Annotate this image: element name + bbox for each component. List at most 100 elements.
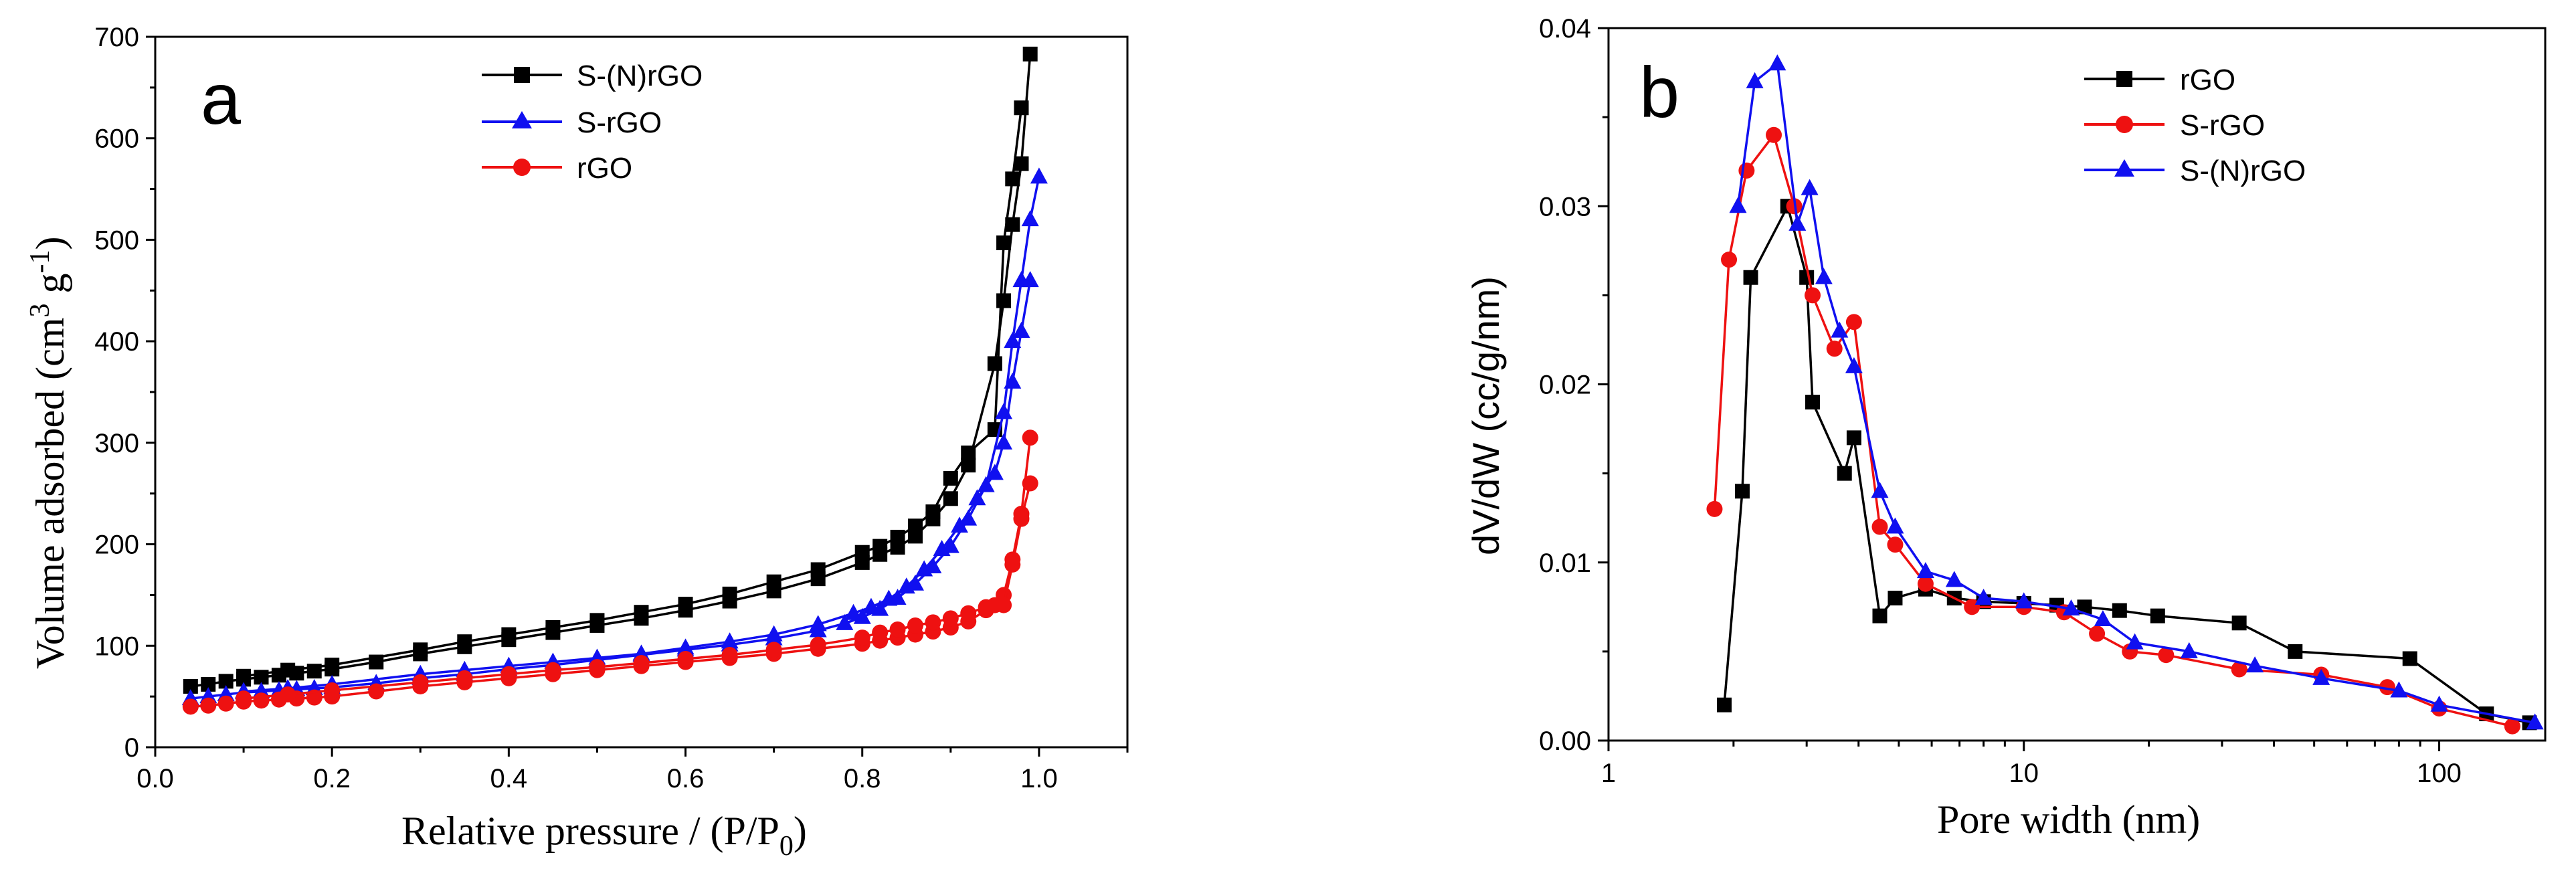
chart-a-y-axis-label: Volume adsorbed (cm3 g-1) — [25, 237, 72, 669]
legend-marker-square — [514, 67, 530, 83]
data-point — [1013, 510, 1030, 527]
chart-a-ylabel-main: Volume adsorbed (cm — [28, 318, 72, 669]
series-s-n-rgo — [183, 46, 1038, 694]
data-point — [217, 695, 234, 712]
data-point — [995, 433, 1013, 450]
data-point — [2158, 647, 2175, 664]
y-tick-label: 100 — [94, 632, 139, 661]
y-tick-label: 500 — [94, 225, 139, 255]
data-point — [677, 651, 694, 668]
data-point — [413, 642, 428, 658]
data-point — [942, 610, 959, 627]
data-point — [236, 668, 252, 684]
legend-item-s-rgo: S-rGO — [2084, 109, 2265, 142]
data-point — [1014, 100, 1029, 116]
y-tick-label: 0.01 — [1539, 549, 1591, 578]
data-point — [880, 589, 898, 606]
chart-a-series — [181, 46, 1048, 715]
x-tick-label: 100 — [2417, 759, 2462, 788]
data-point — [2504, 718, 2520, 735]
y-tick-label: 300 — [94, 429, 139, 458]
data-point — [765, 625, 783, 642]
data-point — [1014, 156, 1029, 171]
chart-a-legend: S-(N)rGO S-rGO rGO — [482, 60, 703, 185]
data-point — [1826, 341, 1843, 357]
data-point — [951, 516, 969, 533]
legend-label-rgo: rGO — [2180, 64, 2235, 96]
chart-a-xlabel-sub: 0 — [779, 831, 794, 862]
y-tick-label: 400 — [94, 327, 139, 357]
data-point — [765, 642, 782, 658]
chart-a-x-axis-label: Relative pressure / (P/P0) — [401, 809, 807, 862]
y-tick-label: 0.00 — [1539, 727, 1591, 756]
y-tick-label: 0.02 — [1539, 371, 1591, 400]
data-point — [412, 674, 429, 690]
data-point — [872, 624, 889, 641]
data-point — [853, 607, 871, 624]
data-point — [1872, 608, 1888, 623]
data-point — [862, 597, 880, 614]
data-point — [1945, 571, 1963, 587]
data-point — [589, 659, 606, 676]
data-point — [1917, 575, 1934, 592]
data-point — [2062, 599, 2080, 615]
data-point — [943, 491, 958, 506]
data-point — [1887, 537, 1904, 553]
data-point — [1886, 517, 1904, 534]
data-point — [836, 613, 854, 630]
data-point — [280, 662, 296, 678]
legend-label-rgo: rGO — [577, 152, 632, 185]
chart-a-ylabel-sup2: -1 — [25, 250, 56, 274]
data-point — [933, 540, 951, 557]
data-point — [325, 658, 340, 673]
chart-b-ticks: 1 10 100 0.00 0.01 0.02 0.03 0.04 — [1539, 14, 2462, 788]
data-point — [280, 686, 296, 703]
data-point — [633, 655, 650, 672]
data-point — [1005, 217, 1020, 232]
data-point — [996, 597, 1012, 613]
data-point — [1846, 430, 1861, 446]
x-tick-label: 0.8 — [844, 764, 881, 793]
data-point — [1004, 332, 1022, 349]
y-tick-label: 0.03 — [1539, 192, 1591, 221]
data-point — [1871, 482, 1889, 498]
x-tick-label: 10 — [2009, 759, 2039, 788]
data-point — [1766, 126, 1782, 143]
data-point — [889, 621, 906, 638]
data-point — [183, 678, 198, 694]
data-point — [253, 692, 270, 709]
chart-b-legend: rGO S-rGO S-(N)rGO — [2084, 64, 2306, 187]
data-point — [2312, 668, 2330, 685]
data-point — [676, 638, 695, 655]
data-point — [978, 599, 994, 615]
chart-a-ylabel-end: ) — [28, 237, 72, 250]
data-point — [721, 646, 738, 663]
data-point — [925, 504, 941, 520]
data-point — [872, 539, 888, 554]
data-point — [996, 293, 1012, 308]
data-point — [722, 586, 737, 601]
legend-item-s-rgo: S-rGO — [482, 106, 662, 139]
data-point — [925, 614, 941, 631]
data-point — [907, 617, 923, 634]
data-point — [2390, 681, 2408, 698]
data-point — [1805, 395, 1821, 410]
chart-a-xlabel-end: ) — [794, 809, 807, 853]
x-tick-label: 1.0 — [1020, 764, 1058, 793]
legend-label-s-rgo: S-rGO — [577, 106, 662, 139]
chart-a: 0.0 0.2 0.4 0.6 0.8 1.0 0 100 200 300 400 500 600 700… — [25, 23, 1129, 862]
data-point — [2379, 679, 2395, 696]
data-point — [2150, 608, 2165, 623]
chart-a-panel-label: a — [201, 58, 242, 139]
data-point — [1030, 167, 1048, 184]
data-point — [1022, 46, 1038, 62]
data-point — [1815, 268, 1833, 284]
data-point — [457, 634, 472, 650]
y-tick-label: 600 — [94, 124, 139, 154]
data-point — [961, 458, 976, 473]
data-point — [589, 613, 605, 628]
data-point — [1837, 466, 1852, 481]
data-point — [2015, 592, 2033, 609]
legend-marker-triangle — [512, 111, 532, 128]
data-point — [200, 697, 217, 714]
